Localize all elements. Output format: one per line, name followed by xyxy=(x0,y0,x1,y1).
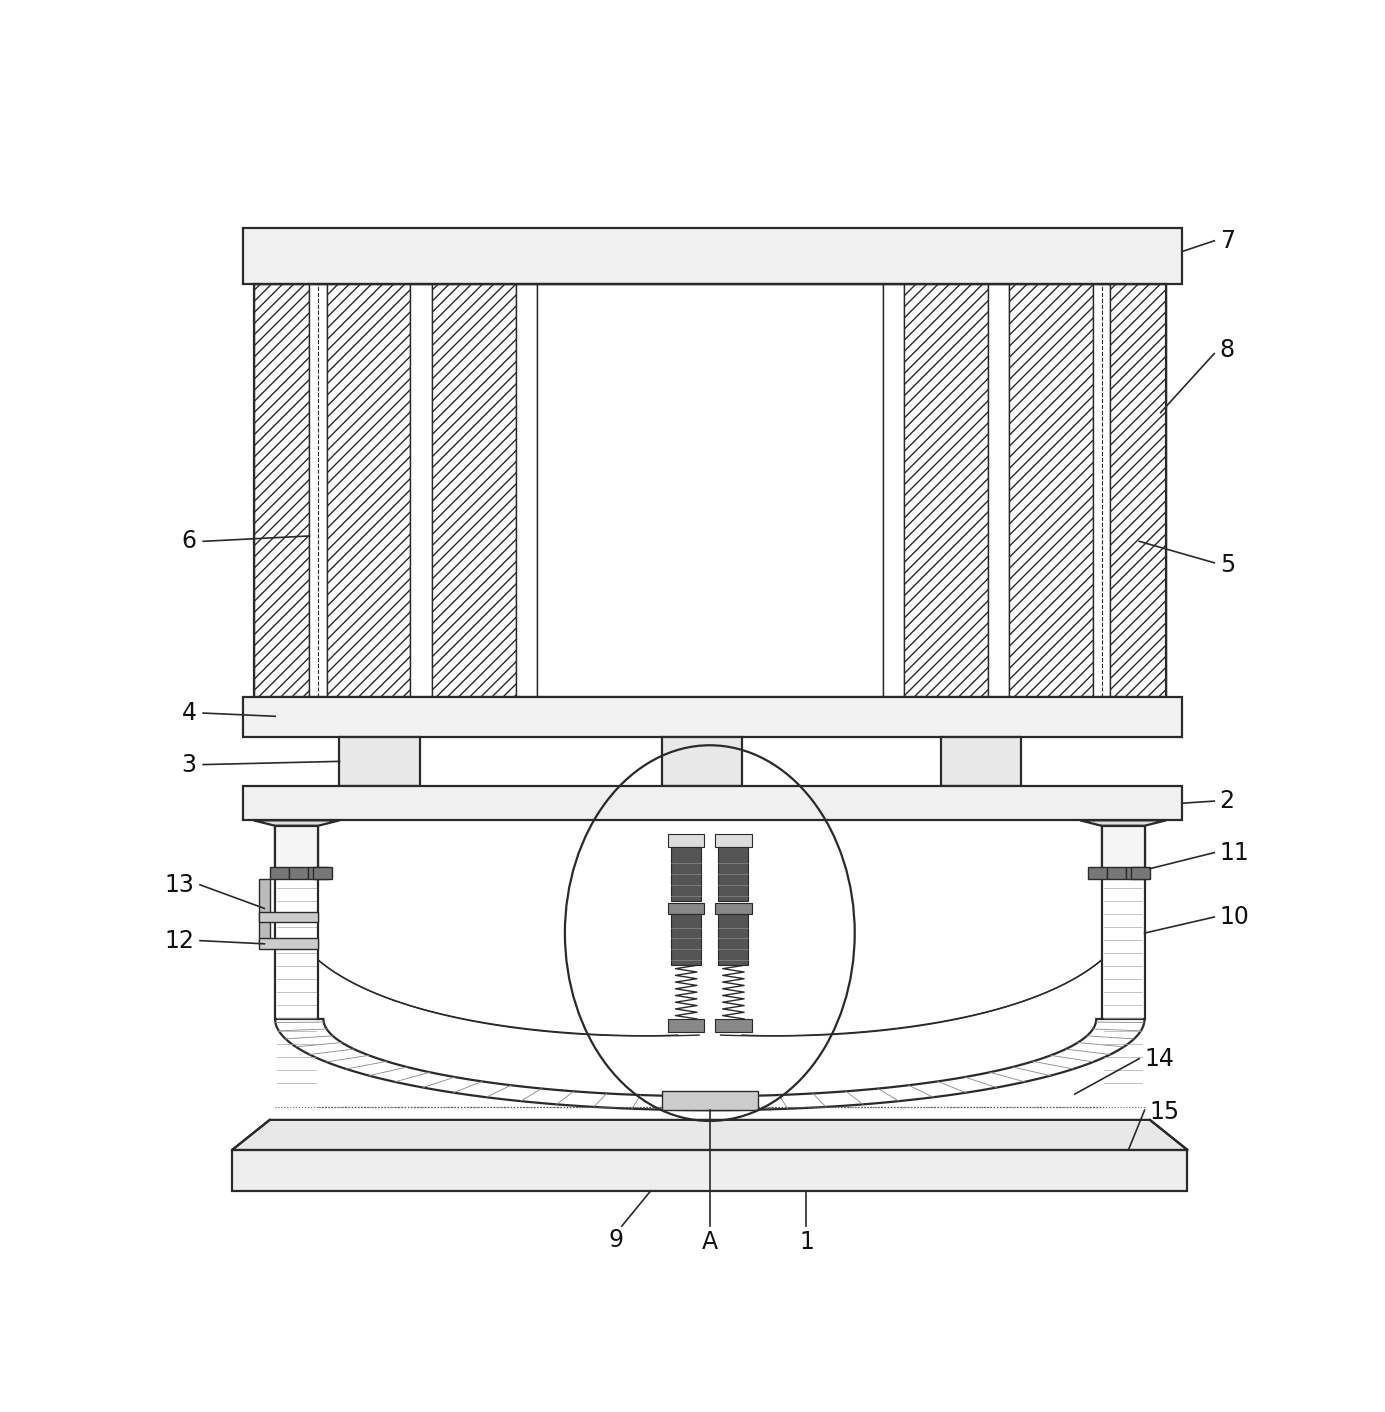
Bar xyxy=(309,867,328,880)
Bar xyxy=(662,1091,758,1110)
Text: 3: 3 xyxy=(181,753,197,777)
Bar xyxy=(988,284,1010,698)
Polygon shape xyxy=(253,820,339,826)
Text: 15: 15 xyxy=(1150,1100,1180,1124)
Bar xyxy=(715,1019,752,1032)
Bar xyxy=(242,698,1183,737)
Text: 1: 1 xyxy=(799,1230,814,1254)
Bar xyxy=(270,867,289,880)
Text: 13: 13 xyxy=(165,873,194,897)
Bar xyxy=(253,284,1166,698)
Bar xyxy=(432,284,515,698)
Text: 2: 2 xyxy=(1220,789,1234,813)
Bar xyxy=(882,284,904,698)
Text: 7: 7 xyxy=(1220,229,1234,253)
Bar xyxy=(327,284,410,698)
Text: 11: 11 xyxy=(1220,840,1249,864)
Bar xyxy=(515,284,537,698)
Bar xyxy=(537,284,882,698)
Bar xyxy=(672,914,701,966)
Bar xyxy=(1107,867,1126,880)
Text: 10: 10 xyxy=(1220,905,1249,929)
Bar xyxy=(662,737,742,786)
Bar xyxy=(242,786,1183,820)
Bar xyxy=(1130,867,1150,880)
Bar xyxy=(715,834,752,847)
Bar xyxy=(259,912,319,922)
Bar xyxy=(668,1019,705,1032)
Text: 12: 12 xyxy=(165,929,194,953)
Bar xyxy=(1101,826,1144,874)
Bar xyxy=(233,1149,1187,1190)
Bar xyxy=(276,826,319,874)
Text: 8: 8 xyxy=(1220,339,1235,363)
Bar xyxy=(242,227,1183,284)
Bar xyxy=(259,939,319,949)
Bar xyxy=(1111,284,1166,698)
Bar xyxy=(719,847,748,901)
Bar xyxy=(668,904,705,914)
Bar xyxy=(904,284,988,698)
Polygon shape xyxy=(233,1120,1187,1149)
Bar xyxy=(1126,867,1145,880)
Bar xyxy=(289,867,309,880)
Text: A: A xyxy=(702,1230,717,1254)
Bar xyxy=(1093,284,1111,698)
Bar xyxy=(253,284,309,698)
Bar xyxy=(309,284,327,698)
Polygon shape xyxy=(1080,820,1166,826)
Bar xyxy=(672,847,701,901)
Bar xyxy=(339,737,420,786)
Text: 9: 9 xyxy=(609,1228,623,1252)
Bar xyxy=(715,904,752,914)
Polygon shape xyxy=(276,1019,1144,1110)
Bar xyxy=(259,880,270,943)
Bar xyxy=(940,737,1021,786)
Bar xyxy=(410,284,432,698)
Text: 14: 14 xyxy=(1144,1046,1174,1070)
Bar xyxy=(668,834,705,847)
Bar xyxy=(313,867,332,880)
Text: 5: 5 xyxy=(1220,554,1235,578)
Text: 4: 4 xyxy=(181,702,197,724)
Bar xyxy=(1087,867,1107,880)
Bar xyxy=(719,914,748,966)
Text: 6: 6 xyxy=(181,530,197,554)
Bar xyxy=(1010,284,1093,698)
